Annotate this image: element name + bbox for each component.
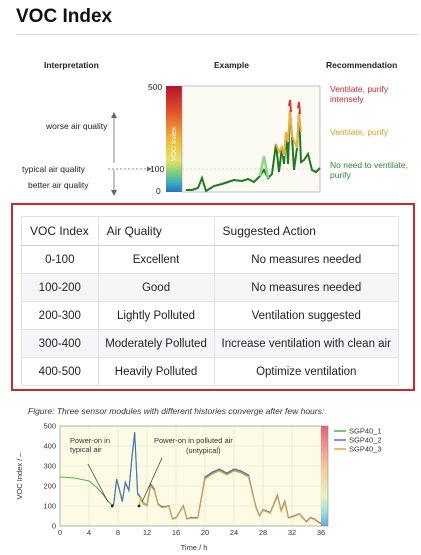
recommendation-intense: Ventilate, purify intensely bbox=[330, 84, 389, 104]
header-air-quality: Air Quality bbox=[97, 216, 215, 246]
y-tick-label: 100 bbox=[43, 502, 56, 511]
cell-air-quality: Heavily Polluted bbox=[97, 357, 215, 386]
voc-color-bar bbox=[166, 86, 182, 192]
power-on-marker bbox=[137, 504, 141, 508]
legend-label: SGP40_2 bbox=[349, 436, 382, 445]
x-tick-label: 4 bbox=[87, 528, 91, 537]
cell-action: Increase ventilation with clean air bbox=[213, 329, 400, 358]
interpretation-header: Interpretation bbox=[44, 60, 99, 70]
y-tick-label: 300 bbox=[43, 462, 56, 471]
cell-air-quality: Excellent bbox=[97, 245, 215, 274]
cell-action: Ventilation suggested bbox=[213, 301, 400, 330]
power-on-marker bbox=[110, 504, 114, 508]
table-row: 0-100 Excellent No measures needed bbox=[21, 245, 400, 274]
voc-example-graphic: VOC Index bbox=[108, 85, 321, 196]
x-tick-label: 16 bbox=[172, 528, 180, 537]
title-divider bbox=[16, 34, 418, 35]
page-title: VOC Index bbox=[16, 6, 113, 27]
color-bar-label: VOC Index bbox=[171, 126, 178, 161]
y-tick-label: 500 bbox=[43, 422, 56, 431]
header-suggested-action: Suggested Action bbox=[213, 216, 400, 246]
figure-caption: Figure: Three sensor modules with differ… bbox=[28, 406, 325, 416]
cell-action: No measures needed bbox=[213, 245, 400, 274]
convergence-figure: 0 100 200 300 400 500 0 4 8 12 16 20 24 28 32 36 SGP40_… bbox=[14, 418, 414, 553]
x-tick-label: 36 bbox=[317, 528, 325, 537]
x-tick-label: 20 bbox=[201, 528, 209, 537]
cell-voc-index: 400-500 bbox=[21, 357, 99, 386]
tick-100: 100 bbox=[150, 164, 165, 174]
example-header: Example bbox=[214, 60, 249, 70]
x-tick-label: 24 bbox=[230, 528, 238, 537]
annotation-untypical: (untypical) bbox=[186, 446, 221, 455]
voc-scale-bar bbox=[321, 426, 328, 526]
cell-air-quality: Moderately Polluted bbox=[97, 329, 215, 358]
header-voc-index: VOC Index bbox=[21, 216, 99, 246]
better-air-label: better air quality bbox=[28, 180, 89, 190]
y-axis-label: VOC Index / – bbox=[15, 452, 24, 500]
annotation-polluted: Power-on in polluted air bbox=[154, 436, 233, 445]
voc-index-table: VOC Index Air Quality Suggested Action 0… bbox=[21, 216, 400, 386]
worse-air-label: worse air quality bbox=[46, 121, 108, 131]
x-tick-label: 8 bbox=[116, 528, 120, 537]
recommendation-ventilate: Ventilate, purify bbox=[330, 127, 389, 137]
convergence-chart: 0 100 200 300 400 500 0 4 8 12 16 20 24 28 32 36 SGP40_… bbox=[15, 422, 382, 553]
typical-air-label: typical air quality bbox=[22, 164, 85, 174]
cell-voc-index: 300-400 bbox=[21, 329, 99, 358]
x-axis-label: Time / h bbox=[181, 543, 208, 552]
voc-table-container: VOC Index Air Quality Suggested Action 0… bbox=[11, 203, 415, 391]
cell-air-quality: Good bbox=[97, 273, 215, 302]
y-tick-label: 400 bbox=[43, 442, 56, 451]
cell-voc-index: 200-300 bbox=[21, 301, 99, 330]
cell-voc-index: 100-200 bbox=[21, 273, 99, 302]
table-row: 300-400 Moderately Polluted Increase ven… bbox=[21, 329, 400, 358]
series-line-sgp40_3 bbox=[138, 470, 322, 525]
voc-example-figure: VOC Index Interpretation Example Recomme… bbox=[14, 52, 420, 202]
cell-air-quality: Lightly Polluted bbox=[97, 301, 215, 330]
legend-label: SGP40_1 bbox=[349, 427, 382, 436]
y-tick-label: 200 bbox=[43, 482, 56, 491]
annotation-typical: Power-on in typical air bbox=[70, 436, 111, 454]
x-tick-label: 12 bbox=[143, 528, 151, 537]
table-overflow-fade bbox=[399, 205, 413, 389]
x-tick-label: 0 bbox=[58, 528, 62, 537]
recommendation-header: Recommendation bbox=[326, 60, 398, 70]
cell-voc-index: 0-100 bbox=[21, 245, 99, 274]
table-row: 400-500 Heavily Polluted Optimize ventil… bbox=[21, 357, 400, 386]
recommendation-none: No need to ventilate, purify bbox=[330, 160, 408, 180]
y-tick-label: 0 bbox=[52, 522, 56, 531]
x-tick-label: 32 bbox=[288, 528, 296, 537]
table-row: 100-200 Good No measures needed bbox=[21, 273, 400, 302]
cell-action: No measures needed bbox=[213, 273, 400, 302]
cell-action: Optimize ventilation bbox=[213, 357, 400, 386]
table-row: 200-300 Lightly Polluted Ventilation sug… bbox=[21, 301, 400, 330]
legend-label: SGP40_3 bbox=[349, 445, 382, 454]
tick-500: 500 bbox=[148, 82, 163, 92]
tick-0: 0 bbox=[156, 186, 161, 196]
x-tick-label: 28 bbox=[259, 528, 267, 537]
table-header-row: VOC Index Air Quality Suggested Action bbox=[21, 216, 400, 246]
